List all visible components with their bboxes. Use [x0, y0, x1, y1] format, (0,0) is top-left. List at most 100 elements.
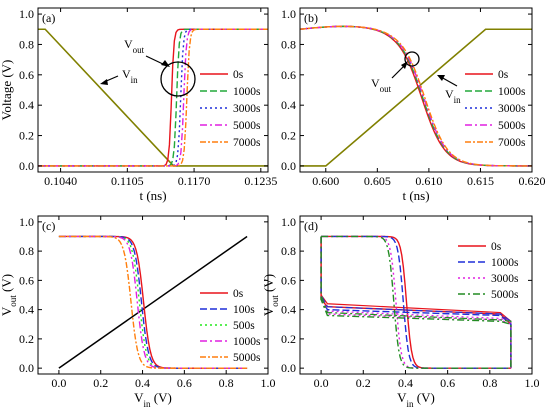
x-tick-label: 0.1235: [244, 174, 277, 188]
x-tick-label: 0.0: [51, 376, 66, 390]
y-tick-label: 0.8: [281, 37, 296, 51]
legend-label: 0s: [491, 241, 502, 253]
legend-label: 0s: [233, 288, 244, 300]
vout-arrow: [145, 55, 166, 66]
x-tick-label: 0.8: [219, 376, 234, 390]
y-tick-label: 0.0: [19, 361, 34, 375]
panel-label: (a): [42, 11, 55, 25]
plot-frame: [37, 215, 269, 375]
panel-d: 0.0 0.2 0.4 0.6 0.8 1.0 0.0 0.2 0.4 0.6 0.8 1.0 (d) V…: [261, 215, 540, 409]
y-tick-label: 0.6: [19, 273, 34, 287]
x-tick-label: 1.0: [261, 376, 276, 390]
series-line: [300, 25, 532, 167]
y-tick-label: 0.6: [281, 273, 296, 287]
y-tick-label: 1.0: [281, 215, 296, 229]
x-tick-label: 0.6: [177, 376, 192, 390]
y-tick-label: 1.0: [19, 215, 34, 229]
panel-label: (d): [304, 219, 318, 233]
plot-area: [58, 235, 248, 369]
x-tick-label: 0.2: [93, 376, 108, 390]
x-tick-label: 0.605: [364, 174, 391, 188]
series-line: [300, 25, 532, 167]
diagonal-line: [58, 235, 248, 369]
highlight-circle: [160, 61, 196, 97]
y-tick-label: 0.6: [19, 68, 34, 82]
legend-label: 1000s: [498, 86, 526, 98]
y-tick-label: 0.4: [19, 303, 34, 317]
vin-arrowhead: [437, 75, 445, 81]
plot-frame: [37, 7, 269, 173]
x-tick-label: 0.1170: [178, 174, 211, 188]
panel-a: 0.1040 0.1105 0.1170 0.1235 0.0 0.2 0.4 0.6 0.8 1…: [0, 7, 277, 203]
input-line: [38, 28, 268, 167]
vin-arrow: [440, 76, 458, 87]
legend-label: 5000s: [498, 120, 526, 132]
x-axis-title: Vin (V): [397, 390, 435, 409]
y-tick-label: 0.4: [19, 98, 34, 112]
x-tick-label: 0.600: [312, 174, 339, 188]
x-tick-label: 0.610: [415, 174, 442, 188]
plot-area: [320, 235, 512, 369]
legend-label: 7000s: [233, 137, 261, 149]
series-line: [320, 236, 512, 369]
y-tick-label: 0.2: [19, 332, 34, 346]
panel-label: (c): [42, 219, 55, 233]
legend-label: 5000s: [233, 352, 261, 364]
plot-frame: [299, 7, 533, 173]
y-tick-label: 1.0: [19, 7, 34, 21]
legend-label: 7000s: [498, 137, 526, 149]
y-tick-label: 0.6: [281, 68, 296, 82]
series-line: [320, 236, 512, 369]
legend-label: 3000s: [498, 103, 526, 115]
y-tick-label: 0.2: [281, 129, 296, 143]
legend-label: 0s: [498, 69, 509, 81]
panel-c: 0.0 0.2 0.4 0.6 0.8 1.0 0.0 0.2 0.4 0.6 0.8 1.0 (c) V…: [0, 215, 276, 409]
series-line: [38, 28, 268, 167]
x-tick-label: 0.1105: [111, 174, 144, 188]
y-tick-label: 0.2: [19, 129, 34, 143]
x-tick-label: 0.2: [356, 376, 371, 390]
series-line: [321, 235, 511, 369]
x-axis-title: t (ns): [139, 188, 166, 203]
plot-area: [300, 25, 532, 167]
highlight-circle: [404, 51, 420, 67]
series-line: [58, 235, 248, 369]
x-tick-label: 0.0: [314, 376, 329, 390]
x-tick-label: 0.1040: [44, 174, 77, 188]
y-tick-label: 0.8: [281, 244, 296, 258]
legend-label: 1000s: [491, 257, 519, 269]
legend-label: 1000s: [233, 86, 261, 98]
legend-label: 100s: [233, 304, 255, 316]
x-tick-label: 0.8: [482, 376, 497, 390]
legend-label: 3000s: [491, 273, 519, 285]
series-line: [320, 236, 512, 369]
y-tick-label: 0.4: [281, 98, 296, 112]
vin-arrowhead: [100, 79, 108, 85]
vout-annotation: Vout: [371, 76, 392, 94]
vin-annotation: Vin: [445, 87, 461, 105]
series-line: [320, 236, 512, 369]
y-tick-label: 0.4: [281, 303, 296, 317]
y-tick-label: 1.0: [281, 7, 296, 21]
y-tick-label: 0.0: [281, 361, 296, 375]
y-axis-title: Vout (V): [261, 274, 280, 316]
series-line: [320, 236, 512, 369]
x-tick-label: 0.620: [519, 174, 546, 188]
series-line: [320, 236, 512, 369]
input-line: [300, 28, 532, 167]
x-axis-title: t (ns): [402, 188, 429, 203]
series-line: [321, 235, 511, 369]
x-tick-label: 1.0: [525, 376, 540, 390]
legend-label: 5000s: [491, 289, 519, 301]
vin-annotation: Vin: [122, 67, 138, 85]
vout-annotation: Vout: [124, 37, 145, 55]
series-line: [321, 235, 511, 369]
x-axis-title: Vin (V): [134, 390, 172, 409]
x-tick-label: 0.4: [135, 376, 150, 390]
series-line: [320, 236, 512, 369]
legend-label: 500s: [233, 320, 255, 332]
panel-b: 0.600 0.605 0.610 0.615 0.620 0.0 0.2 0.4 0.6 0.8…: [281, 7, 546, 203]
legend-label: 3000s: [233, 103, 261, 115]
legend-label: 1000s: [233, 336, 261, 348]
